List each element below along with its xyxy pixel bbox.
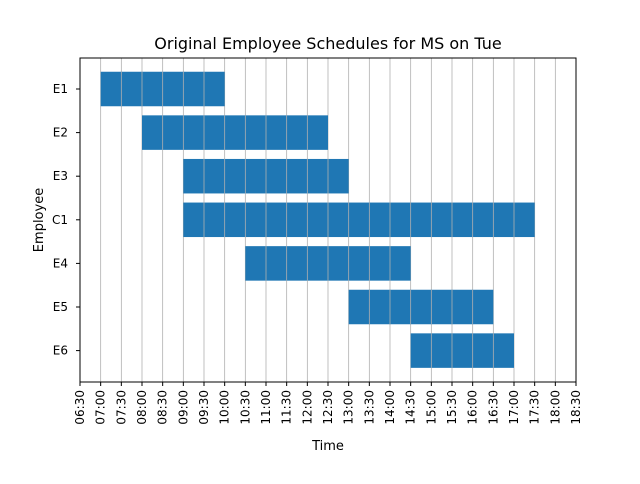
- x-tick-label: 08:00: [135, 390, 149, 425]
- x-tick-label: 13:00: [342, 390, 356, 425]
- x-tick-label: 15:30: [445, 390, 459, 425]
- x-tick-label: 06:30: [73, 390, 87, 425]
- bar-e6: [410, 333, 514, 368]
- bar: [348, 289, 494, 325]
- y-tick-label: E3: [53, 169, 68, 183]
- bar-e2: [142, 115, 328, 150]
- x-tick-label: 08:30: [156, 390, 170, 425]
- x-tick-label: 09:30: [197, 390, 211, 425]
- x-tick-label: 16:00: [466, 390, 480, 425]
- x-tick-label: 16:30: [486, 390, 500, 425]
- x-tick-label: 17:00: [507, 390, 521, 425]
- y-tick-label: E2: [53, 126, 68, 140]
- bar-c1: [183, 202, 535, 238]
- x-tick-label: 07:00: [94, 390, 108, 425]
- x-tick-label: 10:30: [238, 390, 252, 425]
- y-tick-label: E4: [53, 256, 68, 270]
- bar: [183, 202, 535, 238]
- x-tick-label: 09:00: [176, 390, 190, 425]
- y-tick-label: E6: [53, 344, 68, 358]
- bar-e4: [245, 246, 411, 281]
- x-tick-label: 17:30: [528, 390, 542, 425]
- y-axis-label: Employee: [32, 188, 47, 252]
- y-tick-label: C1: [52, 213, 68, 227]
- x-tick-label: 12:00: [300, 390, 314, 425]
- x-tick-label: 15:00: [424, 390, 438, 425]
- bars: [100, 71, 535, 368]
- bar: [410, 333, 514, 368]
- x-axis-label: Time: [311, 439, 344, 454]
- y-tick-label: E1: [53, 82, 68, 96]
- x-tick-label: 14:00: [383, 390, 397, 425]
- x-tick-label: 11:30: [280, 390, 294, 425]
- x-tick-label: 13:30: [362, 390, 376, 425]
- x-axis-ticks: 06:30 07:00 07:30 08:00 08:30 09:00 09:30 10:00…: [73, 382, 583, 425]
- y-axis-ticks: E1 E2 E3 C1 E4 E5 E6: [52, 82, 80, 358]
- bar: [142, 115, 328, 150]
- bar-e1: [100, 71, 225, 107]
- x-tick-label: 18:00: [548, 390, 562, 425]
- chart-title: Original Employee Schedules for MS on Tu…: [154, 34, 501, 53]
- bar-e3: [183, 158, 349, 194]
- y-tick-label: E5: [53, 300, 68, 314]
- x-tick-label: 14:30: [404, 390, 418, 425]
- x-tick-label: 10:00: [218, 390, 232, 425]
- x-tick-label: 12:30: [321, 390, 335, 425]
- x-tick-label: 07:30: [114, 390, 128, 425]
- bar-e5: [348, 289, 494, 325]
- x-tick-label: 18:30: [569, 390, 583, 425]
- x-tick-label: 11:00: [259, 390, 273, 425]
